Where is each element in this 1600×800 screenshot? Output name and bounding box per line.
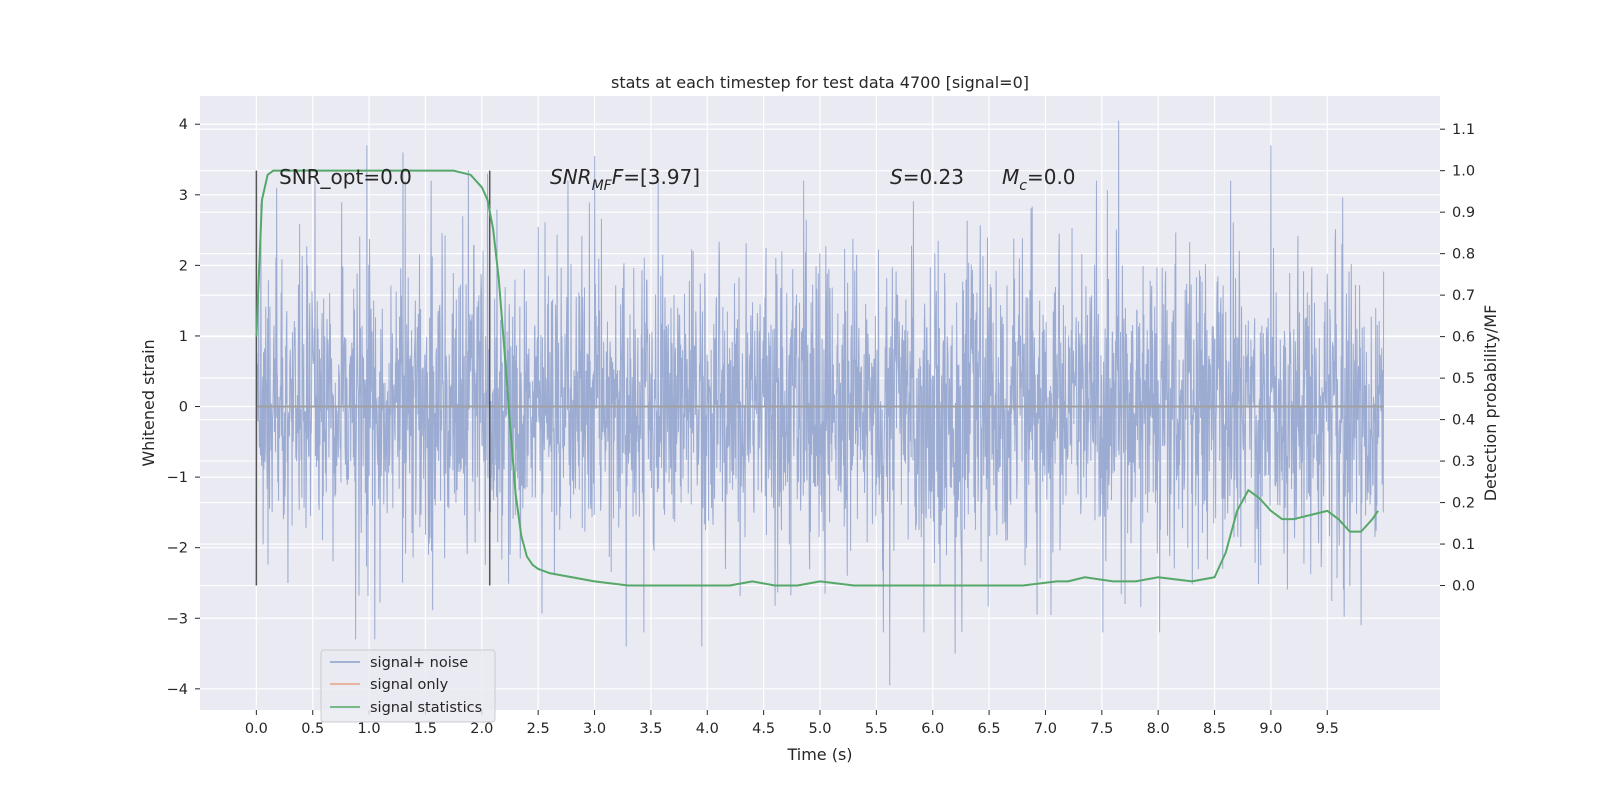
vertical-markers: [255, 170, 491, 586]
y-tick-label: 2: [179, 258, 188, 274]
y-right-tick-label: 0.9: [1452, 205, 1475, 221]
annotation-snr-opt: SNR_opt=0.0: [279, 165, 412, 189]
x-tick-label: 6.0: [921, 721, 944, 737]
y-right-tick-label: 0.8: [1452, 247, 1475, 263]
series-signal-statistics: [255, 169, 1379, 587]
y-right-tick-label: 0.5: [1452, 371, 1475, 387]
x-tick-label: 7.0: [1034, 721, 1057, 737]
y-right-axis-label: Detection probability/MF: [1481, 305, 1500, 502]
y-right-tick-label: 0.4: [1452, 413, 1475, 429]
signal-noise-line: [255, 120, 1385, 686]
y-right-tick-label: 0.2: [1452, 496, 1475, 512]
x-tick-label: 2.0: [470, 721, 493, 737]
legend-label-signal-noise: signal+ noise: [370, 655, 468, 671]
x-tick-label: 4.5: [752, 721, 775, 737]
annotation-s: S=0.23: [890, 165, 964, 189]
x-tick-label: 5.0: [808, 721, 831, 737]
x-tick-label: 8.0: [1147, 721, 1170, 737]
x-tick-label: 5.5: [865, 721, 888, 737]
series-signal-noise: [255, 120, 1385, 686]
y-axis-ticks: −4 −3 −2 −1 0 1 2 3 4: [167, 117, 200, 698]
y-right-tick-label: 0.6: [1452, 330, 1475, 346]
x-axis-ticks: 0.0 0.5 1.0 1.5 2.0 2.5 3.0 3.5 4.0 4.5 5.0 5.5 6.0 6…: [245, 710, 1339, 737]
legend-label-signal-only: signal only: [370, 677, 449, 693]
x-tick-label: 3.5: [639, 721, 662, 737]
y-right-tick-label: 0.1: [1452, 537, 1475, 553]
x-tick-label: 1.5: [414, 721, 437, 737]
x-tick-label: 3.0: [583, 721, 606, 737]
y-right-tick-label: 1.0: [1452, 164, 1475, 180]
y-axis-label: Whitened strain: [139, 339, 158, 466]
x-tick-label: 1.0: [358, 721, 381, 737]
legend-label-signal-statistics: signal statistics: [370, 700, 482, 716]
x-tick-label: 4.0: [696, 721, 719, 737]
y-tick-label: 3: [179, 188, 188, 204]
x-tick-label: 2.5: [527, 721, 550, 737]
x-tick-label: 8.5: [1203, 721, 1226, 737]
y-tick-label: −3: [167, 611, 188, 627]
annotation-snr-mf: SNRMFF=[3.97]: [550, 165, 700, 194]
y-tick-label: −4: [167, 682, 188, 698]
y-tick-label: −2: [167, 541, 188, 557]
x-axis-label: Time (s): [786, 745, 852, 764]
y-right-tick-label: 0.7: [1452, 288, 1475, 304]
x-tick-label: 9.0: [1259, 721, 1282, 737]
legend-box: [320, 649, 496, 723]
y-right-axis-ticks: 0.0 0.1 0.2 0.3 0.4 0.5 0.6 0.7 0.8 0.9 1.0 1.1: [1440, 122, 1475, 595]
annotation-mc: Mc=0.0: [1002, 165, 1076, 194]
x-tick-label: 6.5: [978, 721, 1001, 737]
y-tick-label: −1: [167, 470, 188, 486]
x-tick-label: 0.5: [301, 721, 324, 737]
legend: signal+ noise signal only signal statist…: [320, 649, 496, 723]
chart-title: stats at each timestep for test data 470…: [611, 73, 1029, 92]
y-right-tick-label: 0.0: [1452, 579, 1475, 595]
y-right-tick-label: 1.1: [1452, 122, 1475, 138]
y-tick-label: 1: [179, 329, 188, 345]
y-tick-label: 0: [179, 400, 188, 416]
x-tick-label: 0.0: [245, 721, 268, 737]
signal-statistics-line: [255, 169, 1379, 587]
y-tick-label: 4: [179, 117, 188, 133]
x-tick-label: 9.5: [1316, 721, 1339, 737]
y-right-tick-label: 0.3: [1452, 454, 1475, 470]
x-tick-label: 7.5: [1090, 721, 1113, 737]
